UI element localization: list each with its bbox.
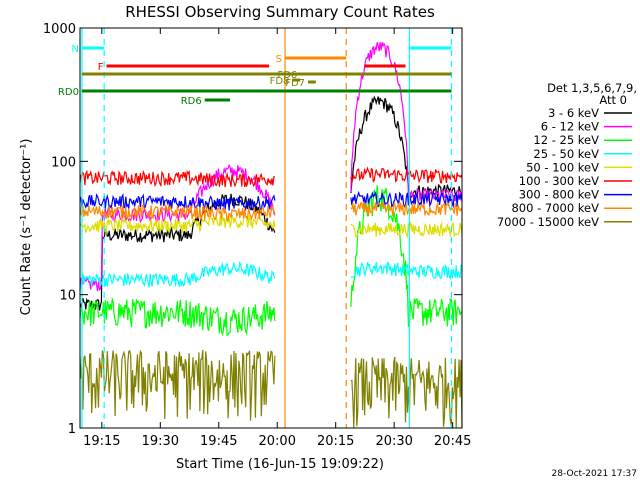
legend-label-9: 7000 - 15000 keV xyxy=(497,215,599,229)
y-tick-label-4: 1000 xyxy=(43,22,76,37)
y-axis-label: Count Rate (s⁻¹ detector⁻¹) xyxy=(19,139,34,316)
interval-label-8: RD0 xyxy=(58,87,79,98)
x-tick-label-3: 19:45 xyxy=(200,434,237,449)
y-tick-label-1: 1 xyxy=(68,422,76,437)
legend-label-7: 300 - 800 keV xyxy=(519,188,599,202)
legend-label-1: 3 - 6 keV xyxy=(548,106,599,120)
x-tick-label-6: 20:30 xyxy=(375,434,412,449)
y-tick-label-2: 10 xyxy=(59,289,76,304)
legend-label-5: 50 - 100 keV xyxy=(526,160,599,174)
interval-label-5: FD7 xyxy=(285,78,305,89)
x-tick-label-7: 20:45 xyxy=(434,434,471,449)
chart-title: RHESSI Observing Summary Count Rates xyxy=(125,3,435,21)
x-tick-label-1: 19:15 xyxy=(83,434,120,449)
x-tick-label-5: 20:15 xyxy=(317,434,354,449)
series-line-6 xyxy=(79,166,463,188)
plot-axes: 19:15 19:30 19:45 20:00 20:15 20:30 20:45 1 10 10… xyxy=(43,22,471,449)
interval-label-6: FD6 xyxy=(277,70,297,81)
legend-label-3: 12 - 25 keV xyxy=(533,133,599,147)
x-tick-label-2: 19:30 xyxy=(142,434,179,449)
interval-label-9: RD6 xyxy=(181,96,202,107)
legend-label-2: 6 - 12 keV xyxy=(541,120,599,134)
interval-label-7: FD8 xyxy=(270,76,290,87)
series-line-9 xyxy=(79,349,463,428)
legend-label-8: 800 - 7000 keV xyxy=(511,201,599,215)
x-tick-label-4: 20:00 xyxy=(259,434,296,449)
legend-header-line-1: Det 1,3,5,6,7,9, xyxy=(547,81,637,95)
series-line-1 xyxy=(79,95,463,311)
series-line-8 xyxy=(79,201,463,222)
y-tick-label-3: 100 xyxy=(51,155,76,170)
series-line-7 xyxy=(79,190,463,212)
legend-label-6: 100 - 300 keV xyxy=(519,174,599,188)
legend-label-4: 25 - 50 keV xyxy=(533,147,599,161)
x-axis-label: Start Time (16-Jun-15 19:09:22) xyxy=(176,457,384,472)
interval-label-2: S xyxy=(276,54,282,65)
legend-header-line-2: Att 0 xyxy=(599,93,627,107)
plot-frame xyxy=(79,27,463,429)
series-line-5 xyxy=(79,214,463,239)
series-line-4 xyxy=(79,260,463,288)
interval-label-1: N xyxy=(71,44,78,55)
timestamp: 28-Oct-2021 17:37 xyxy=(552,469,637,479)
interval-label-3: F xyxy=(98,62,104,73)
